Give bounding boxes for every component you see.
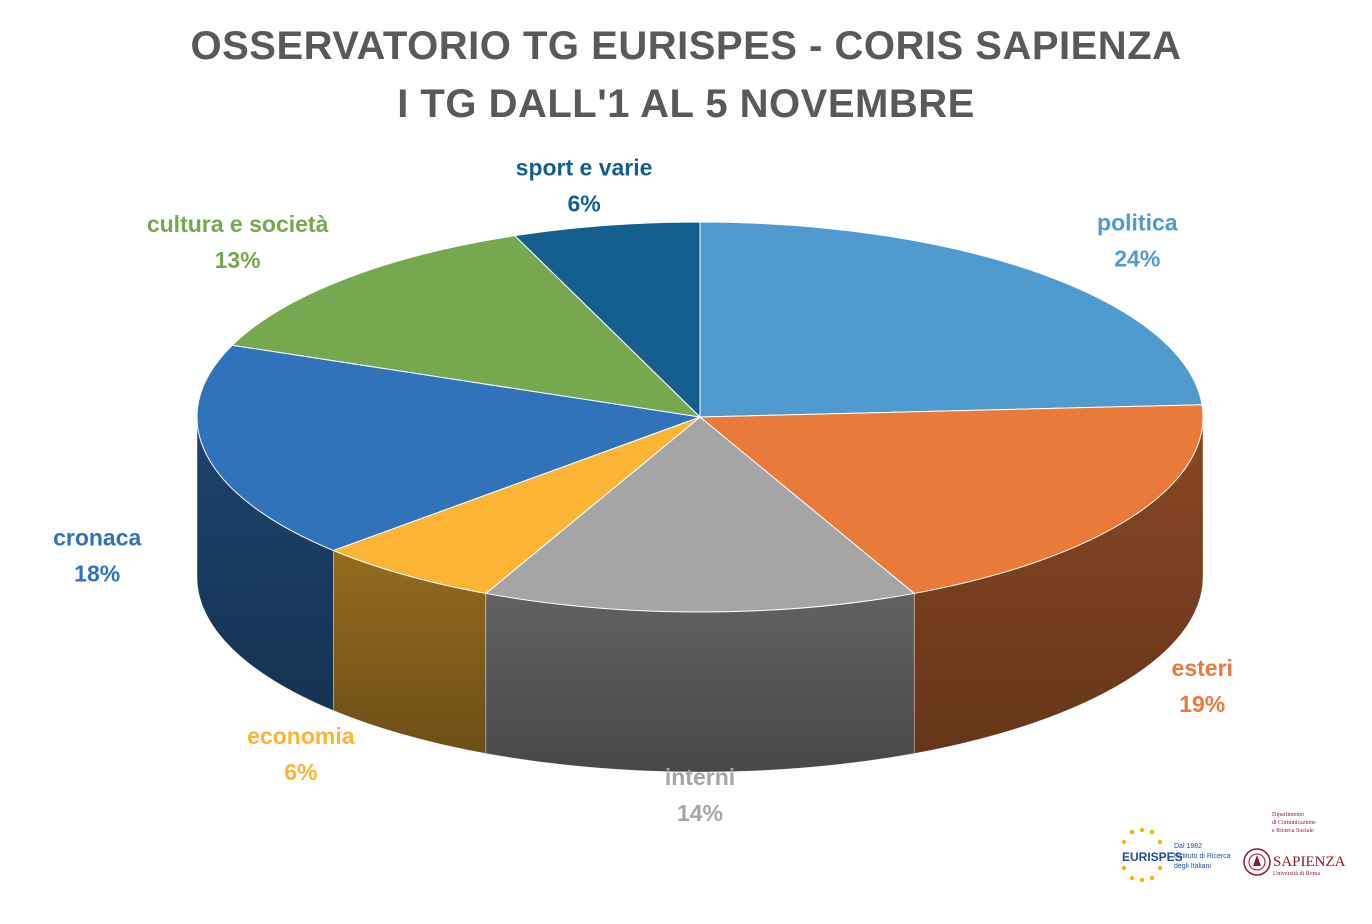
slice-labels: politica 24% esteri 19% interni 14% economia 6%… (53, 154, 1233, 826)
eurispes-tagline-1: Dal 1982 (1174, 843, 1202, 850)
pie-slice-cronaca (196, 344, 701, 552)
slice-value-cultura-e-società: 13% (215, 247, 261, 273)
eurispes-tagline-3: degli Italiani (1174, 863, 1211, 870)
pie-slice-economia (331, 416, 701, 594)
eurispes-tagline-2: l'Istituto di Ricerca (1174, 853, 1231, 860)
eurispes-logo: EURISPES Dal 1982 l'Istituto di Ricerca … (1121, 827, 1231, 883)
slice-value-sport-e-varie: 6% (567, 190, 600, 216)
slice-label-esteri: esteri (1172, 655, 1233, 681)
chart-title-line-1: OSSERVATORIO TG EURISPES - CORIS SAPIENZ… (190, 24, 1182, 68)
sapienza-dept-1: Dipartimento (1272, 812, 1304, 818)
pie-side-walls (196, 416, 1204, 773)
pie-slice-interni (484, 416, 916, 613)
pie-side-shade (333, 550, 486, 754)
pie-slice-sport-e-varie (513, 221, 701, 419)
sapienza-logo: Dipartimento di Comunicazione e Ricerca … (1243, 812, 1346, 877)
slice-label-sport-e-varie: sport e varie (516, 154, 653, 180)
slice-value-economia: 6% (284, 759, 317, 785)
pie-slice-cultura-e-società (231, 235, 702, 418)
slice-value-interni: 14% (677, 800, 723, 826)
pie-side-shade (196, 417, 334, 711)
sapienza-sub: Università di Roma (1273, 871, 1320, 877)
slice-label-politica: politica (1097, 209, 1178, 235)
slice-label-economia: economia (247, 723, 355, 749)
slice-value-cronaca: 18% (74, 561, 120, 587)
slice-value-politica: 24% (1114, 245, 1160, 271)
sapienza-dept-3: e Ricerca Sociale (1272, 828, 1314, 834)
pie-slice-politica (699, 221, 1203, 418)
sapienza-seal-icon (1243, 848, 1271, 876)
slice-label-cronaca: cronaca (53, 525, 141, 551)
slice-label-interni: interni (665, 764, 735, 790)
pie-side-shade (485, 593, 915, 772)
slice-value-esteri: 19% (1179, 691, 1225, 717)
slice-label-cultura-e-società: cultura e società (147, 211, 329, 237)
pie-slices (196, 221, 1204, 613)
sapienza-name: SAPIENZA (1273, 854, 1346, 870)
eurispes-stars-icon (1121, 827, 1163, 883)
eurispes-name: EURISPES (1122, 850, 1183, 864)
pie-slice-esteri (698, 404, 1204, 594)
chart-title-line-2: I TG DALL'1 AL 5 NOVEMBRE (397, 82, 975, 126)
sapienza-dept-2: di Comunicazione (1272, 820, 1316, 826)
pie-side-shade (914, 417, 1203, 754)
